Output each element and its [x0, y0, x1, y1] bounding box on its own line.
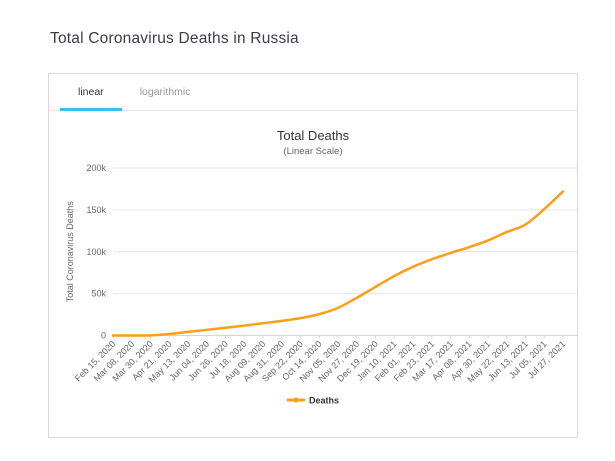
chart-title: Total Deaths	[277, 128, 350, 143]
chart-svg: Total Deaths (Linear Scale) 0 50k 100k 150k 20…	[65, 128, 577, 406]
tab-linear[interactable]: linear	[60, 74, 122, 111]
chart-subtitle: (Linear Scale)	[283, 146, 342, 157]
deaths-chart: Total Deaths (Linear Scale) 0 50k 100k 150k 20…	[49, 111, 577, 437]
deaths-line[interactable]	[111, 190, 565, 337]
y-tick-label: 150k	[86, 205, 106, 215]
y-axis-title: Total Coronavirus Deaths	[65, 201, 75, 303]
legend-marker-icon	[293, 397, 299, 403]
legend-item-deaths[interactable]: Deaths	[286, 396, 339, 406]
scale-tabs: linear logarithmic	[49, 74, 577, 111]
y-tick-label: 50k	[91, 289, 106, 299]
y-tick-label: 200k	[86, 163, 106, 173]
tab-logarithmic[interactable]: logarithmic	[122, 74, 209, 110]
y-tick-label: 0	[101, 331, 106, 341]
tab-linear-label: linear	[78, 86, 104, 98]
chart-card: linear logarithmic Total Deaths (Linear S…	[48, 73, 578, 438]
y-tick-label: 100k	[86, 247, 106, 257]
legend-label: Deaths	[309, 396, 339, 406]
page-title: Total Coronavirus Deaths in Russia	[50, 30, 299, 47]
tab-logarithmic-label: logarithmic	[139, 86, 191, 98]
